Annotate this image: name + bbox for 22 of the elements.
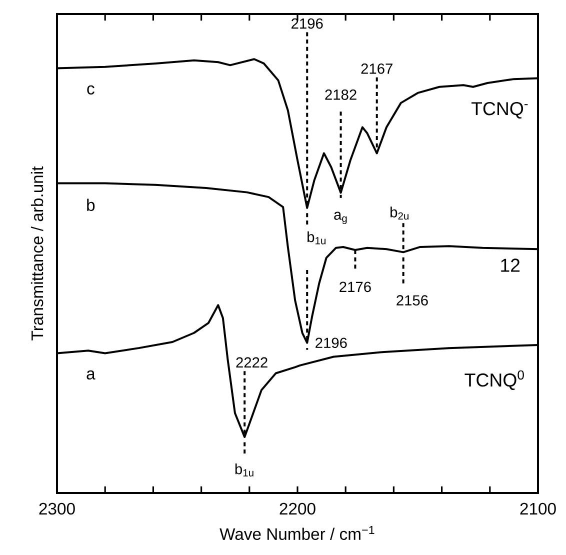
series-label: c xyxy=(87,85,94,94)
annotation: b$_{1u}$ xyxy=(235,464,254,476)
series-label: a xyxy=(86,370,96,380)
annotation: 12 xyxy=(501,258,520,272)
annotation: 2182 xyxy=(325,90,356,100)
annotation: 2196 xyxy=(316,338,347,348)
annotation: 2156 xyxy=(396,295,428,306)
series-label: b xyxy=(87,198,95,212)
annotation: b$_{2u}$ xyxy=(390,206,408,220)
x-axis-title: Wave Number / cm$^{−1}$ xyxy=(220,526,374,540)
annotation: 2222 xyxy=(236,357,268,368)
annotation: b$_{1u}$ xyxy=(308,231,326,244)
annotation: 2176 xyxy=(340,282,371,292)
x-tick-label: 2300 xyxy=(39,502,75,515)
annotation: TCNQ$^{0}$ xyxy=(464,370,524,390)
annotation: 2167 xyxy=(361,63,392,74)
annotation: TCNQ$^{-}$ xyxy=(471,102,528,119)
annotation: a$_{g}$ xyxy=(334,212,347,224)
annotation: 2196 xyxy=(292,18,323,29)
x-tick-label: 2200 xyxy=(280,502,316,515)
y-axis-title: Transmittance / arb.unit xyxy=(30,166,44,340)
x-tick-label: 2100 xyxy=(520,502,556,515)
